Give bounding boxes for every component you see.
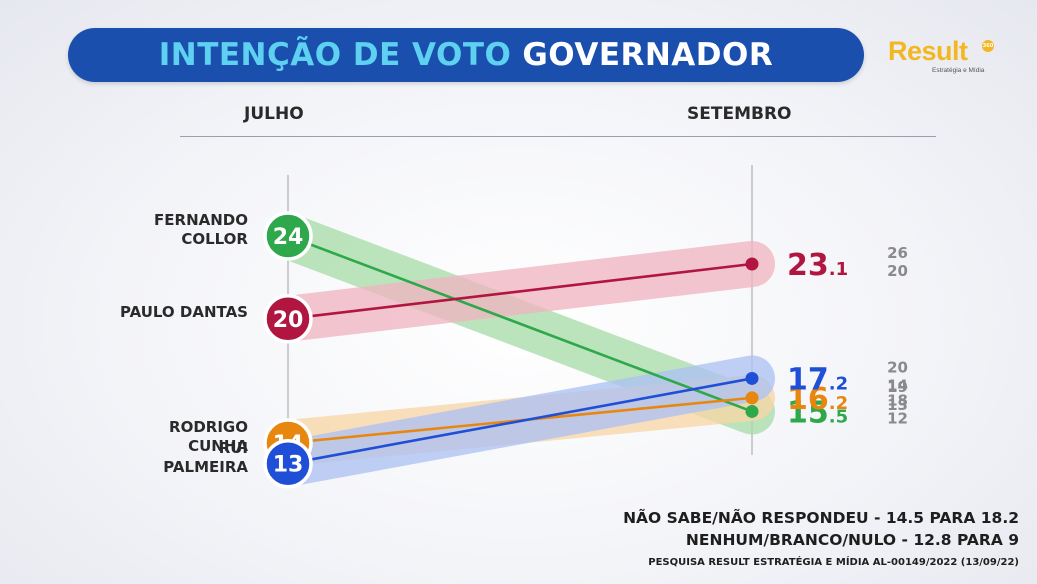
range-low-rui-palmeira: 14 (887, 376, 908, 394)
candidate-name-line: PALMEIRA (163, 457, 248, 476)
start-point-fernando-collor (263, 211, 313, 261)
range-high-fernando-collor: 18 (887, 391, 908, 409)
end-point-rui-palmeira (745, 371, 759, 385)
title-text-part1: INTENÇÃO DE VOTO (158, 37, 512, 73)
end-point-fernando-collor (745, 404, 759, 418)
range-high-rui-palmeira: 20 (887, 358, 908, 376)
range-high-paulo-dantas: 26 (887, 244, 908, 262)
start-value-fernando-collor: 24 (273, 225, 304, 250)
column-label-september: SETEMBRO (687, 104, 792, 124)
candidate-name-line: CUNHA (188, 437, 248, 455)
line-rui-palmeira (287, 377, 753, 465)
candidate-name-line: PAULO DANTAS (119, 303, 248, 322)
footer-source: PESQUISA RESULT ESTRATÉGIA E MÍDIA AL-00… (648, 557, 1019, 568)
line-paulo-dantas (287, 262, 753, 321)
start-point-rui-palmeira (263, 438, 313, 489)
end-value-rui-palmeira: 17.2 (787, 362, 848, 397)
candidate-name-line: FERNANDO (154, 211, 248, 229)
column-label-july: JULHO (244, 104, 304, 124)
footer-null-votes: NENHUM/BRANCO/NULO - 12.8 PARA 9 (685, 531, 1019, 549)
candidate-name-paulo-dantas: PAULO DANTAS (108, 303, 248, 322)
start-value-rui-palmeira: 13 (273, 453, 304, 478)
end-value-rodrigo-cunha: 16.2 (787, 382, 848, 417)
line-fernando-collor (287, 234, 753, 413)
candidate-name-line: RUI (218, 438, 248, 457)
logo-badge-icon: 360 (982, 40, 994, 52)
range-low-paulo-dantas: 20 (887, 262, 908, 280)
start-value-paulo-dantas: 20 (273, 308, 304, 333)
candidate-name-rodrigo-cunha: RODRIGO CUNHA (108, 418, 248, 456)
end-value-fernando-collor: 15.5 (787, 395, 848, 430)
range-high-rodrigo-cunha: 19 (887, 378, 908, 396)
candidate-name-rui-palmeira: RUI PALMEIRA (108, 439, 248, 477)
header-divider (180, 136, 936, 137)
end-point-paulo-dantas (745, 257, 759, 271)
candidate-name-line: COLLOR (181, 230, 248, 248)
range-low-fernando-collor: 12 (887, 409, 908, 427)
logo-subtitle: Estratégia e Mídia (932, 67, 985, 74)
range-low-rodrigo-cunha: 13 (887, 396, 908, 414)
logo-wordmark: Result (888, 36, 968, 66)
footer-undecided: NÃO SABE/NÃO RESPONDEU - 14.5 PARA 18.2 (623, 509, 1019, 527)
candidate-name-line: RODRIGO (169, 418, 248, 436)
title-text-part2: GOVERNADOR (522, 37, 774, 73)
end-value-paulo-dantas: 23.1 (787, 248, 848, 283)
result-logo: Result 360 Estratégia e Mídia (888, 36, 998, 78)
end-point-rodrigo-cunha (745, 391, 759, 405)
candidate-name-fernando-collor: FERNANDO COLLOR (108, 211, 248, 249)
title-banner: INTENÇÃO DE VOTO GOVERNADOR (68, 28, 864, 82)
start-point-paulo-dantas (263, 294, 313, 344)
